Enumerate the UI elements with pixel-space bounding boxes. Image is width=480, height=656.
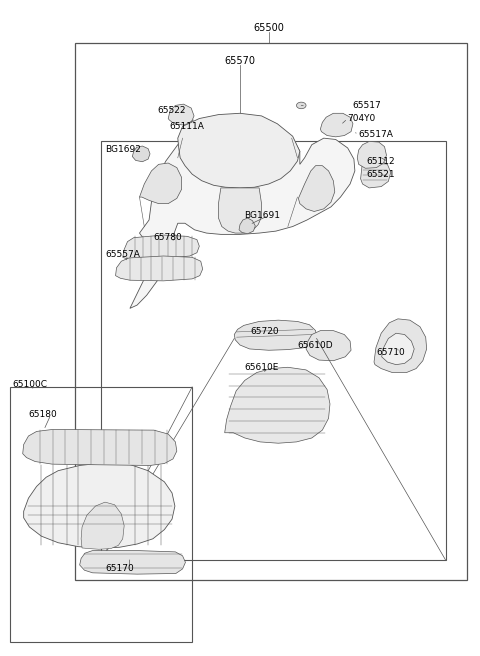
- Text: 65500: 65500: [253, 23, 284, 33]
- Text: 65710: 65710: [376, 348, 405, 358]
- Polygon shape: [81, 502, 124, 549]
- Text: 65112: 65112: [366, 157, 395, 166]
- Text: 65521: 65521: [366, 171, 395, 179]
- Text: 65517: 65517: [352, 101, 381, 110]
- Polygon shape: [132, 146, 150, 162]
- Text: 65111A: 65111A: [169, 122, 204, 131]
- Text: 65780: 65780: [153, 233, 181, 242]
- Text: BG1691: BG1691: [244, 211, 280, 220]
- Text: 65720: 65720: [251, 327, 279, 337]
- Polygon shape: [178, 113, 300, 188]
- Polygon shape: [116, 256, 203, 281]
- Text: 65610E: 65610E: [245, 363, 279, 372]
- Polygon shape: [168, 104, 194, 125]
- Polygon shape: [306, 331, 351, 361]
- Text: 65100C: 65100C: [12, 380, 47, 389]
- Polygon shape: [374, 319, 427, 373]
- Polygon shape: [80, 550, 185, 574]
- Polygon shape: [24, 463, 175, 548]
- Polygon shape: [357, 142, 386, 169]
- Text: 65570: 65570: [225, 56, 255, 66]
- Text: 65610D: 65610D: [298, 340, 333, 350]
- Polygon shape: [382, 333, 414, 365]
- Polygon shape: [23, 430, 177, 466]
- Polygon shape: [239, 218, 255, 234]
- Polygon shape: [130, 117, 355, 308]
- Text: 65517A: 65517A: [359, 130, 394, 138]
- Polygon shape: [123, 235, 199, 259]
- Polygon shape: [360, 161, 391, 188]
- Text: 65170: 65170: [105, 564, 134, 573]
- Polygon shape: [140, 163, 181, 203]
- Polygon shape: [218, 188, 262, 233]
- Polygon shape: [321, 113, 353, 137]
- Text: BG1692: BG1692: [105, 146, 141, 154]
- Text: 65522: 65522: [157, 106, 186, 115]
- Polygon shape: [234, 320, 317, 350]
- Polygon shape: [225, 367, 330, 443]
- Polygon shape: [299, 166, 335, 211]
- Bar: [101, 142, 446, 560]
- Bar: [75, 43, 468, 580]
- Text: 65557A: 65557A: [105, 250, 140, 259]
- Text: 704Y0: 704Y0: [348, 114, 376, 123]
- Text: 65180: 65180: [28, 410, 57, 419]
- Ellipse shape: [297, 102, 306, 109]
- Bar: [10, 387, 192, 642]
